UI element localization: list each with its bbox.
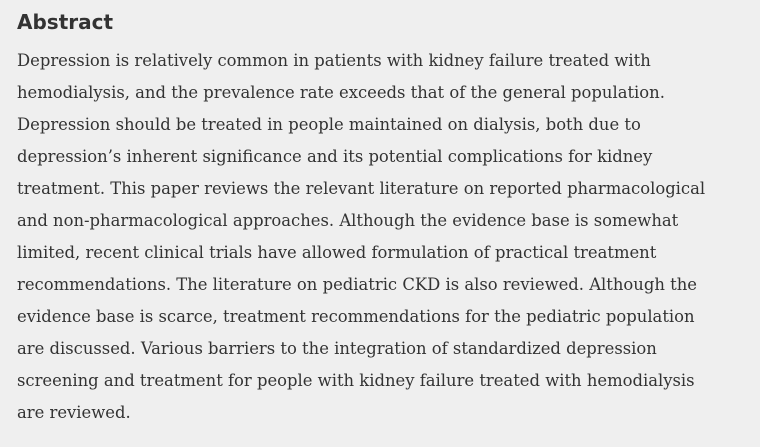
text-line: Depression is relatively common in patie… xyxy=(17,51,651,70)
text-line: are discussed. Various barriers to the i… xyxy=(17,339,657,358)
text-line: and non-pharmacological approaches. Alth… xyxy=(17,211,679,230)
text-line: evidence base is scarce, treatment recom… xyxy=(17,307,695,326)
abstract-text: Depression is relatively common in patie… xyxy=(17,45,760,429)
text-line: recommendations. The literature on pedia… xyxy=(17,275,697,294)
text-line: depression’s inherent significance and i… xyxy=(17,147,653,166)
text-line: screening and treatment for people with … xyxy=(17,371,695,390)
section-title: Abstract xyxy=(17,10,114,34)
text-line: hemodialysis, and the prevalence rate ex… xyxy=(17,83,665,102)
text-line: are reviewed. xyxy=(17,403,131,422)
text-line: Depression should be treated in people m… xyxy=(17,115,641,134)
text-line: limited, recent clinical trials have all… xyxy=(17,243,657,262)
text-line: treatment. This paper reviews the releva… xyxy=(17,179,706,198)
